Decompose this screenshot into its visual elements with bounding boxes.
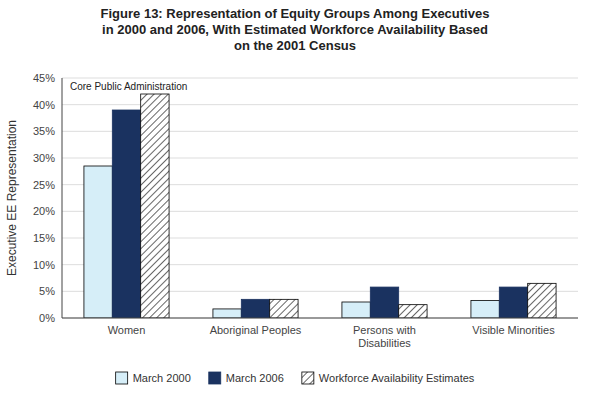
y-tick-label: 10%: [33, 259, 55, 271]
y-tick-label: 40%: [33, 99, 55, 111]
grid-line: [62, 78, 578, 79]
title-line: in 2000 and 2006, With Estimated Workfor…: [102, 22, 488, 37]
legend: March 2000 March 2006 Workforce Availabili…: [116, 372, 475, 384]
legend-swatch: [209, 372, 221, 384]
y-axis-label: Executive EE Representation: [5, 120, 19, 276]
bar: [112, 110, 140, 318]
x-tick-line: Disabilities: [358, 337, 411, 349]
legend-label: Workforce Availability Estimates: [319, 372, 475, 384]
x-tick-label: Aboriginal Peoples: [210, 324, 302, 336]
x-tick-line: Visible Minorities: [472, 324, 555, 336]
x-tick-line: Persons with: [353, 324, 416, 336]
legend-label: March 2000: [133, 372, 191, 384]
legend-swatch: [116, 372, 128, 384]
annotation: Core Public Administration: [70, 81, 187, 92]
x-tick-line: Aboriginal Peoples: [210, 324, 302, 336]
y-tick-label: 20%: [33, 205, 55, 217]
x-tick-label: Visible Minorities: [472, 324, 555, 336]
x-tick-label: Women: [108, 324, 146, 336]
bars: [84, 94, 556, 318]
grid-line: [62, 104, 578, 105]
bar: [471, 300, 499, 318]
y-tick-label: 0%: [39, 312, 55, 324]
legend-swatch: [302, 372, 314, 384]
y-tick-label: 25%: [33, 179, 55, 191]
bar: [241, 299, 269, 318]
y-tick-label: 15%: [33, 232, 55, 244]
title-line: on the 2001 Census: [234, 38, 356, 53]
bar: [141, 94, 169, 318]
grid-line: [62, 318, 578, 319]
y-tick-label: 30%: [33, 152, 55, 164]
bar: [528, 283, 556, 318]
title-line: Figure 13: Representation of Equity Grou…: [101, 6, 490, 21]
bar: [84, 166, 112, 318]
bar: [370, 287, 398, 318]
y-tick-label: 5%: [39, 285, 55, 297]
bar: [270, 299, 298, 318]
bar: [213, 309, 241, 318]
background: [0, 0, 590, 400]
x-tick-label: Persons withDisabilities: [353, 324, 416, 349]
title: Figure 13: Representation of Equity Grou…: [101, 6, 490, 53]
legend-label: March 2006: [226, 372, 284, 384]
x-axis-line: [62, 318, 578, 319]
x-tick-line: Women: [108, 324, 146, 336]
y-axis-line: [62, 78, 63, 318]
bar: [499, 287, 527, 318]
y-tick-label: 35%: [33, 125, 55, 137]
y-tick-label: 45%: [33, 72, 55, 84]
bar: [342, 302, 370, 318]
bar: [399, 305, 427, 318]
